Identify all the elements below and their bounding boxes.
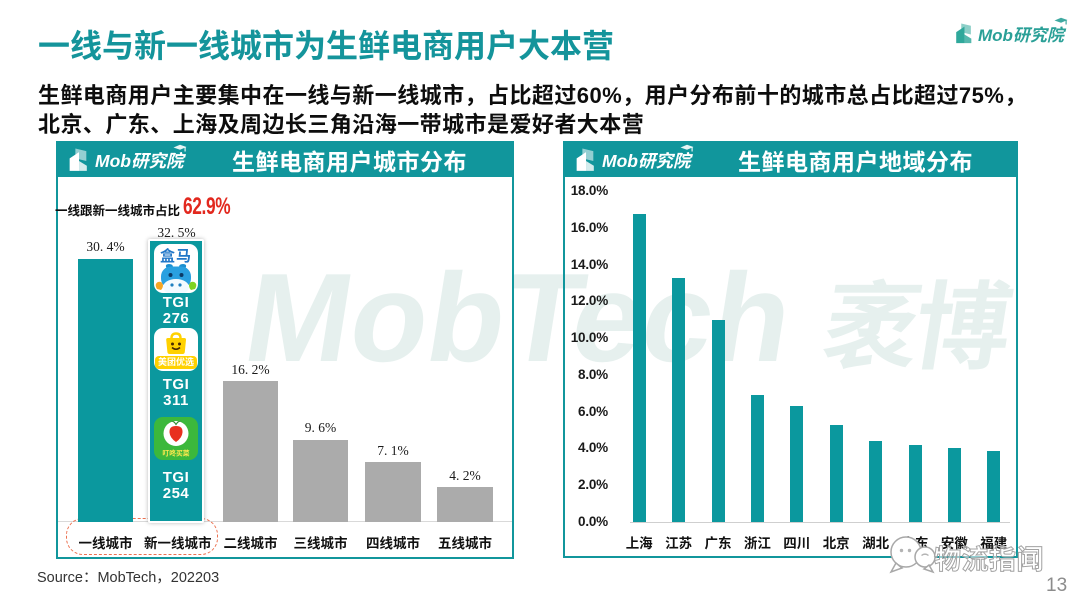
svg-text:叮咚买菜: 叮咚买菜	[162, 448, 189, 458]
